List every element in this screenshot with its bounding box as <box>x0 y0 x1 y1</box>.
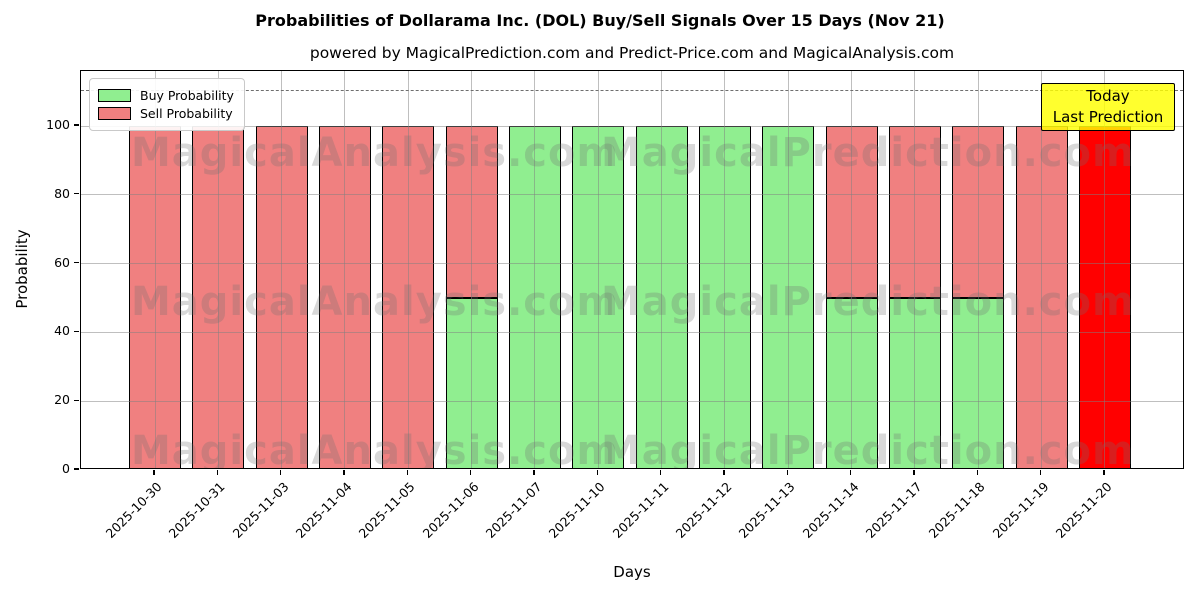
x-tick-label-2025-10-30: 2025-10-30 <box>102 479 165 541</box>
gridline-vertical-2025-11-12 <box>724 71 726 468</box>
watermark-text: MagicalPrediction.com <box>601 279 1135 325</box>
x-tick-mark-2025-11-14 <box>850 470 852 475</box>
y-tick-mark-20 <box>74 399 79 401</box>
gridline-vertical-2025-11-04 <box>344 71 346 468</box>
x-tick-mark-2025-11-05 <box>406 470 408 475</box>
x-tick-label-2025-11-07: 2025-11-07 <box>482 479 545 541</box>
legend-item-label: Sell Probability <box>140 106 233 121</box>
gridline-vertical-2025-11-19 <box>1041 71 1043 468</box>
gridline-horizontal-20 <box>81 400 1183 402</box>
y-tick-mark-40 <box>74 330 79 332</box>
x-tick-mark-2025-10-31 <box>216 470 218 475</box>
grid-layer <box>81 71 1183 468</box>
x-tick-mark-2025-11-04 <box>343 470 345 475</box>
x-axis-label: Days <box>613 563 651 581</box>
gridline-vertical-2025-11-17 <box>914 71 916 468</box>
legend-swatch-icon <box>98 89 131 102</box>
y-tick-label-100: 100 <box>46 117 70 133</box>
gridline-vertical-2025-11-10 <box>597 71 599 468</box>
gridline-vertical-2025-11-07 <box>534 71 536 468</box>
gridline-horizontal-100 <box>81 125 1183 127</box>
legend-item-label: Buy Probability <box>140 88 234 103</box>
gridline-vertical-2025-10-30 <box>154 71 156 468</box>
gridline-vertical-2025-11-18 <box>977 71 979 468</box>
x-tick-label-2025-10-31: 2025-10-31 <box>165 479 228 541</box>
y-tick-mark-80 <box>74 193 79 195</box>
watermark-text: MagicalPrediction.com <box>601 428 1135 469</box>
gridline-vertical-2025-11-03 <box>281 71 283 468</box>
legend: Buy Probability Sell Probability <box>89 78 245 131</box>
x-tick-label-2025-11-05: 2025-11-05 <box>355 479 418 541</box>
x-tick-mark-2025-11-11 <box>660 470 662 475</box>
x-tick-label-2025-11-18: 2025-11-18 <box>925 479 988 541</box>
watermark-text: MagicalAnalysis.com <box>131 428 620 469</box>
x-tick-label-2025-11-20: 2025-11-20 <box>1052 479 1115 541</box>
x-tick-label-2025-11-19: 2025-11-19 <box>989 479 1052 541</box>
watermark-text: MagicalPrediction.com <box>601 130 1135 176</box>
plot-area: MagicalAnalysis.com MagicalPrediction.com… <box>80 70 1184 469</box>
y-tick-mark-100 <box>74 124 79 126</box>
watermark-text: MagicalAnalysis.com <box>131 130 620 176</box>
y-tick-mark-60 <box>74 262 79 264</box>
x-tick-mark-2025-11-12 <box>723 470 725 475</box>
x-tick-label-2025-11-06: 2025-11-06 <box>419 479 482 541</box>
x-tick-label-2025-11-04: 2025-11-04 <box>292 479 355 541</box>
x-tick-label-2025-11-13: 2025-11-13 <box>735 479 798 541</box>
gridline-vertical-2025-11-11 <box>661 71 663 468</box>
x-tick-mark-2025-11-07 <box>533 470 535 475</box>
gridline-vertical-2025-11-13 <box>787 71 789 468</box>
y-tick-label-0: 0 <box>62 461 70 476</box>
gridline-horizontal-80 <box>81 194 1183 196</box>
x-tick-mark-2025-11-03 <box>280 470 282 475</box>
gridline-vertical-2025-10-31 <box>217 71 219 468</box>
y-tick-label-40: 40 <box>54 323 70 339</box>
chart-title: Probabilities of Dollarama Inc. (DOL) Bu… <box>255 11 945 30</box>
annotation-line-today: Today <box>1086 87 1130 105</box>
gridline-vertical-2025-11-06 <box>471 71 473 468</box>
watermark-text: MagicalAnalysis.com <box>131 279 620 325</box>
legend-item-sell-probability: Sell Probability <box>98 106 234 121</box>
x-tick-mark-2025-11-13 <box>786 470 788 475</box>
x-tick-mark-2025-10-30 <box>153 470 155 475</box>
annotation-line-last-prediction: Last Prediction <box>1052 108 1164 126</box>
chart-subtitle: powered by MagicalPrediction.com and Pre… <box>309 44 955 62</box>
x-tick-mark-2025-11-17 <box>913 470 915 475</box>
x-tick-mark-2025-11-10 <box>596 470 598 475</box>
gridline-vertical-2025-11-20 <box>1104 71 1106 468</box>
x-tick-label-2025-11-10: 2025-11-10 <box>545 479 608 541</box>
y-tick-label-80: 80 <box>54 185 70 201</box>
x-tick-mark-2025-11-18 <box>976 470 978 475</box>
gridline-vertical-2025-11-14 <box>851 71 853 468</box>
x-tick-mark-2025-11-20 <box>1103 470 1105 475</box>
watermark-layer: MagicalAnalysis.com MagicalPrediction.com… <box>81 71 1183 468</box>
x-tick-mark-2025-11-19 <box>1040 470 1042 475</box>
x-tick-mark-2025-11-06 <box>470 470 472 475</box>
gridline-horizontal-40 <box>81 331 1183 333</box>
today-annotation-box: Today Last Prediction <box>1041 83 1175 131</box>
x-tick-label-2025-11-14: 2025-11-14 <box>799 479 862 541</box>
x-tick-label-2025-11-03: 2025-11-03 <box>229 479 292 541</box>
y-tick-mark-0 <box>74 468 79 470</box>
y-tick-label-20: 20 <box>54 392 70 408</box>
x-tick-label-2025-11-17: 2025-11-17 <box>862 479 925 541</box>
legend-swatch-icon <box>98 107 131 120</box>
gridline-vertical-2025-11-05 <box>407 71 409 468</box>
y-tick-label-60: 60 <box>54 254 70 270</box>
legend-item-buy-probability: Buy Probability <box>98 88 234 103</box>
gridline-horizontal-60 <box>81 263 1183 265</box>
y-axis-label: Probability <box>13 229 31 309</box>
threshold-dashed-line <box>81 89 1183 91</box>
